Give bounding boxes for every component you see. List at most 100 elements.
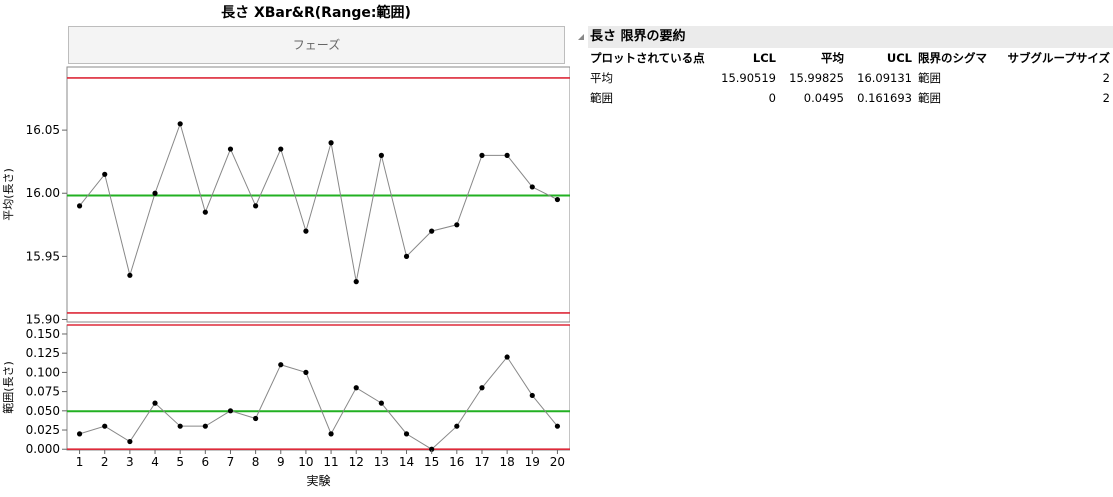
mean-data-point (152, 190, 158, 196)
mean-data-point (127, 272, 133, 278)
mean-chart-panel (62, 66, 570, 323)
range-data-point (429, 446, 435, 452)
mean-data-point (429, 228, 435, 234)
mean-data-point (479, 152, 485, 158)
mean-data-point (253, 203, 259, 209)
x-tick-label: 16 (449, 455, 464, 469)
x-tick-label: 7 (227, 455, 235, 469)
x-tick-label: 17 (474, 455, 489, 469)
summary-title: 長さ 限界の要約 (588, 26, 1113, 48)
cell-ucl: 0.161693 (857, 91, 912, 105)
range-data-point (479, 385, 485, 391)
mean-y-tick-label: 16.05 (26, 123, 60, 137)
mean-data-point (554, 196, 561, 203)
x-tick-label: 8 (252, 455, 260, 469)
mean-y-tick-label: 16.00 (26, 186, 60, 200)
range-data-point (102, 423, 108, 429)
range-y-axis-label: 範囲(長さ) (1, 361, 15, 414)
x-tick-label: 13 (374, 455, 389, 469)
range-data-point (303, 369, 309, 375)
x-tick-label: 9 (277, 455, 285, 469)
range-series-line (79, 356, 558, 450)
col-header-plotted: プロットされている点 (590, 51, 705, 65)
range-data-point (328, 431, 334, 437)
x-tick-label: 4 (151, 455, 159, 469)
x-tick-label: 20 (550, 455, 565, 469)
range-data-point (454, 423, 460, 429)
x-tick-label: 15 (424, 455, 439, 469)
cell-sigma: 範囲 (918, 71, 941, 85)
mean-data-point (76, 203, 83, 209)
table-row: 平均 15.90519 15.99825 16.09131 範囲 2 (587, 68, 1113, 88)
cell-subgroup-size: 2 (1102, 91, 1110, 105)
mean-data-point (454, 222, 460, 228)
col-header-ucl: UCL (886, 51, 912, 65)
range-y-tick-label: 0.050 (26, 404, 60, 418)
x-tick-label: 6 (202, 455, 210, 469)
range-y-tick-label: 0.125 (26, 346, 60, 360)
summary-header[interactable]: 長さ 限界の要約 (576, 26, 1113, 48)
mean-data-point (278, 146, 284, 152)
cell-lcl: 0 (768, 91, 776, 105)
table-row: 範囲 0 0.0495 0.161693 範囲 2 (587, 88, 1113, 108)
range-y-tick-label: 0.100 (26, 365, 60, 379)
range-data-point (76, 431, 83, 437)
x-tick-label: 14 (399, 455, 414, 469)
range-data-point (253, 415, 259, 422)
range-data-point (353, 385, 359, 391)
cell-ucl: 16.09131 (857, 71, 912, 85)
mean-data-point (378, 152, 384, 158)
range-data-point (278, 362, 284, 368)
chart-title: 長さ XBar&R(Range:範囲) (221, 5, 411, 21)
x-tick-label: 5 (176, 455, 184, 469)
cell-lcl: 15.90519 (721, 71, 776, 85)
mean-data-point (353, 279, 359, 285)
mean-data-point (328, 140, 334, 146)
range-y-tick-label: 0.150 (26, 327, 60, 341)
range-data-point (127, 438, 133, 445)
range-data-point (202, 423, 208, 429)
col-header-lcl: LCL (752, 51, 776, 65)
cell-mean: 0.0495 (803, 91, 844, 105)
range-data-point (177, 423, 183, 429)
xbar-r-chart: 15.90 15.95 16.00 16.05 平均(長さ) 0.000 0.025 0.05… (1, 66, 570, 488)
cell-plotted: 範囲 (590, 91, 613, 105)
mean-y-tick-label: 15.95 (26, 249, 60, 263)
range-y-tick-label: 0.025 (26, 423, 60, 437)
cell-subgroup-size: 2 (1102, 71, 1110, 85)
col-header-sigma: 限界のシグマ (918, 51, 987, 65)
disclosure-triangle-icon[interactable] (578, 34, 584, 40)
range-data-point (504, 354, 510, 360)
range-data-point (554, 423, 561, 429)
range-data-point (378, 400, 384, 406)
cell-mean: 15.99825 (789, 71, 844, 85)
mean-data-point (227, 146, 234, 152)
x-tick-label: 12 (349, 455, 364, 469)
mean-data-point (177, 121, 183, 127)
x-tick-label: 18 (499, 455, 514, 469)
table-header-row: プロットされている点 LCL 平均 UCL 限界のシグマ サブグループサイズ (587, 48, 1113, 68)
x-tick-label: 2 (101, 455, 109, 469)
x-tick-label: 10 (298, 455, 313, 469)
x-tick-label: 1 (76, 455, 84, 469)
mean-data-point (504, 152, 510, 158)
limits-summary-panel: 長さ 限界の要約 プロットされている点 LCL 平均 UCL 限界のシグマ サブ… (576, 26, 1113, 108)
range-chart-frame (66, 324, 570, 451)
col-header-mean: 平均 (821, 51, 844, 65)
x-axis-label: 実験 (306, 473, 330, 488)
range-y-tick-label: 0.000 (26, 442, 60, 456)
cell-plotted: 平均 (590, 71, 613, 85)
mean-data-point (202, 209, 208, 215)
x-tick-label: 11 (323, 455, 338, 469)
x-tick-label: 19 (525, 455, 540, 469)
range-data-point (227, 408, 234, 414)
limits-table: プロットされている点 LCL 平均 UCL 限界のシグマ サブグループサイズ 平… (587, 48, 1113, 108)
col-header-subgroup-size: サブグループサイズ (1007, 51, 1110, 65)
range-chart-panel (62, 324, 570, 452)
mean-data-point (403, 253, 410, 259)
phase-button[interactable]: フェーズ (68, 26, 565, 64)
mean-y-axis-label: 平均(長さ) (2, 168, 15, 221)
cell-sigma: 範囲 (918, 91, 941, 105)
range-data-point (403, 431, 410, 437)
mean-data-point (303, 228, 309, 234)
